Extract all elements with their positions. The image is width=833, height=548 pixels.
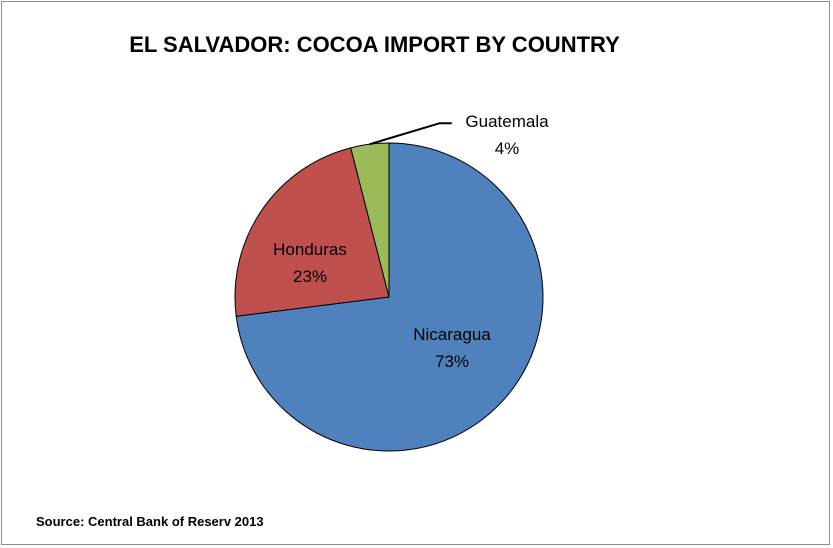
slice-value-honduras: 23% — [293, 267, 327, 286]
pie-slice-nicaragua — [235, 142, 544, 452]
slice-label-honduras: Honduras — [273, 240, 347, 259]
slice-label-guatemala: Guatemala — [465, 112, 549, 131]
pie-slice-honduras — [234, 147, 390, 317]
chart-title: EL SALVADOR: COCOA IMPORT BY COUNTRY — [129, 32, 620, 57]
slice-value-nicaragua: 73% — [435, 352, 469, 371]
source-note: Source: Central Bank of Reserv 2013 — [36, 514, 264, 529]
slice-value-guatemala: 4% — [495, 139, 520, 158]
slice-label-nicaragua: Nicaragua — [413, 325, 491, 344]
leader-line-guatemala — [369, 122, 452, 146]
